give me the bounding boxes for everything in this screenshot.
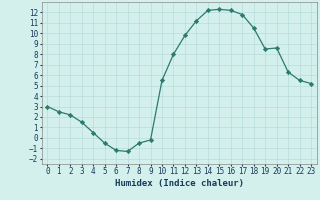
X-axis label: Humidex (Indice chaleur): Humidex (Indice chaleur) bbox=[115, 179, 244, 188]
